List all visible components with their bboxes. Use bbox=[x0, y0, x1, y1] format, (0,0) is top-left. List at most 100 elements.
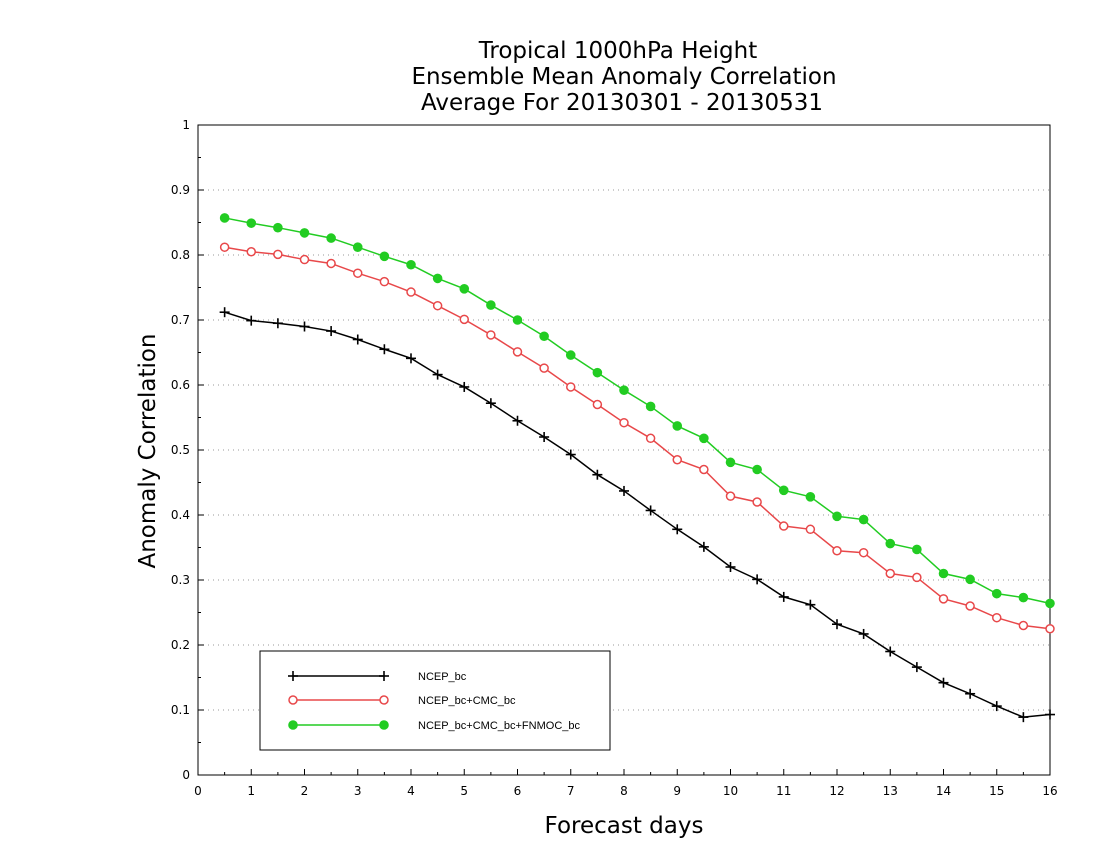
series-line bbox=[224, 311, 1051, 718]
series-layer bbox=[219, 213, 1055, 723]
x-tick-label: 2 bbox=[301, 784, 309, 798]
data-point bbox=[885, 568, 895, 579]
y-tick-label: 0.8 bbox=[171, 248, 190, 262]
data-point bbox=[885, 646, 896, 657]
data-point bbox=[539, 363, 549, 373]
y-tick-label: 0.5 bbox=[171, 443, 190, 457]
y-tick-label: 0.9 bbox=[171, 183, 190, 197]
x-tick-label: 3 bbox=[354, 784, 362, 798]
data-point bbox=[1045, 624, 1055, 634]
data-point bbox=[512, 315, 523, 325]
x-tick-label: 15 bbox=[989, 784, 1004, 798]
series-line bbox=[224, 246, 1051, 630]
data-point bbox=[832, 511, 842, 522]
data-point bbox=[459, 381, 470, 392]
legend-entry: NCEP_bc+CMC_bc+FNMOC_bc bbox=[288, 720, 580, 732]
data-point bbox=[778, 591, 789, 602]
x-tick-label: 10 bbox=[723, 784, 738, 798]
y-tick-label: 0.3 bbox=[171, 573, 190, 587]
y-axis-ticks: 0 0.1 0.2 0.3 0.4 0.5 0.6 0.7 0.8 0.9 1 bbox=[171, 118, 204, 782]
data-point bbox=[379, 276, 390, 287]
data-point bbox=[938, 568, 949, 579]
data-point bbox=[938, 594, 949, 604]
data-point bbox=[592, 367, 603, 378]
data-point bbox=[272, 318, 283, 329]
y-axis-label: Anomaly Correlation bbox=[135, 333, 161, 568]
data-point bbox=[805, 599, 816, 610]
data-point bbox=[779, 521, 789, 531]
data-point bbox=[911, 662, 922, 673]
data-point bbox=[778, 485, 789, 496]
data-point bbox=[1045, 709, 1055, 720]
series-2 bbox=[219, 242, 1055, 634]
y-tick-label: 0.6 bbox=[171, 378, 190, 392]
x-tick-label: 9 bbox=[673, 784, 681, 798]
legend-marker bbox=[379, 671, 389, 681]
data-point bbox=[273, 249, 283, 260]
x-tick-label: 7 bbox=[567, 784, 575, 798]
data-point bbox=[912, 544, 922, 555]
x-tick-label: 8 bbox=[620, 784, 628, 798]
data-point bbox=[459, 314, 469, 325]
y-tick-label: 0.4 bbox=[171, 508, 190, 522]
series-line bbox=[224, 217, 1051, 605]
data-point bbox=[326, 233, 336, 243]
data-point bbox=[619, 485, 629, 496]
data-point bbox=[645, 401, 656, 412]
y-tick-label: 0.2 bbox=[171, 638, 190, 652]
data-point bbox=[246, 218, 257, 228]
data-point bbox=[219, 213, 230, 223]
data-point bbox=[539, 432, 550, 442]
data-point bbox=[273, 222, 283, 233]
data-point bbox=[566, 382, 576, 392]
legend-entry: NCEP_bc+CMC_bc bbox=[288, 695, 516, 707]
data-point bbox=[885, 538, 896, 549]
data-point bbox=[912, 572, 922, 583]
data-point bbox=[406, 287, 416, 297]
data-point bbox=[938, 677, 949, 688]
x-tick-label: 1 bbox=[247, 784, 255, 798]
data-point bbox=[672, 455, 682, 465]
data-point bbox=[353, 268, 363, 278]
legend-marker bbox=[379, 695, 389, 705]
data-point bbox=[592, 399, 603, 410]
chart-title: Tropical 1000hPa Height Ensemble Mean An… bbox=[411, 38, 836, 116]
data-point bbox=[752, 464, 762, 475]
data-point bbox=[645, 505, 656, 516]
data-point bbox=[379, 344, 390, 355]
data-point bbox=[326, 326, 337, 337]
series-1 bbox=[219, 307, 1055, 723]
y-tick-label: 1 bbox=[182, 118, 190, 132]
data-point bbox=[565, 449, 576, 460]
chart-title-line-2: Ensemble Mean Anomaly Correlation bbox=[411, 64, 836, 90]
data-point bbox=[246, 247, 256, 257]
data-point bbox=[432, 300, 443, 311]
data-point bbox=[672, 421, 683, 431]
data-point bbox=[299, 321, 310, 332]
data-point bbox=[219, 242, 230, 252]
data-point bbox=[619, 385, 629, 396]
legend-label: NCEP_bc+CMC_bc+FNMOC_bc bbox=[418, 720, 580, 732]
data-point bbox=[406, 353, 416, 364]
data-point bbox=[965, 574, 975, 585]
data-point bbox=[512, 347, 523, 357]
data-point bbox=[805, 492, 816, 502]
data-point bbox=[991, 701, 1002, 712]
data-point bbox=[698, 541, 709, 552]
data-point bbox=[406, 259, 416, 270]
x-tick-label: 14 bbox=[936, 784, 951, 798]
data-point bbox=[858, 628, 869, 639]
legend-marker bbox=[379, 720, 389, 730]
data-point bbox=[486, 330, 496, 340]
x-axis-ticks: 0 1 2 3 4 5 6 7 8 9 10 11 12 13 14 15 16 bbox=[194, 769, 1058, 798]
legend-entry: NCEP_bc bbox=[288, 671, 467, 683]
legend-label: NCEP_bc bbox=[418, 671, 467, 683]
data-point bbox=[432, 273, 443, 284]
data-point bbox=[752, 497, 762, 507]
legend-marker bbox=[288, 671, 298, 681]
data-point bbox=[1045, 598, 1055, 609]
data-point bbox=[725, 491, 736, 501]
data-point bbox=[965, 601, 975, 611]
x-axis-label: Forecast days bbox=[545, 813, 704, 839]
